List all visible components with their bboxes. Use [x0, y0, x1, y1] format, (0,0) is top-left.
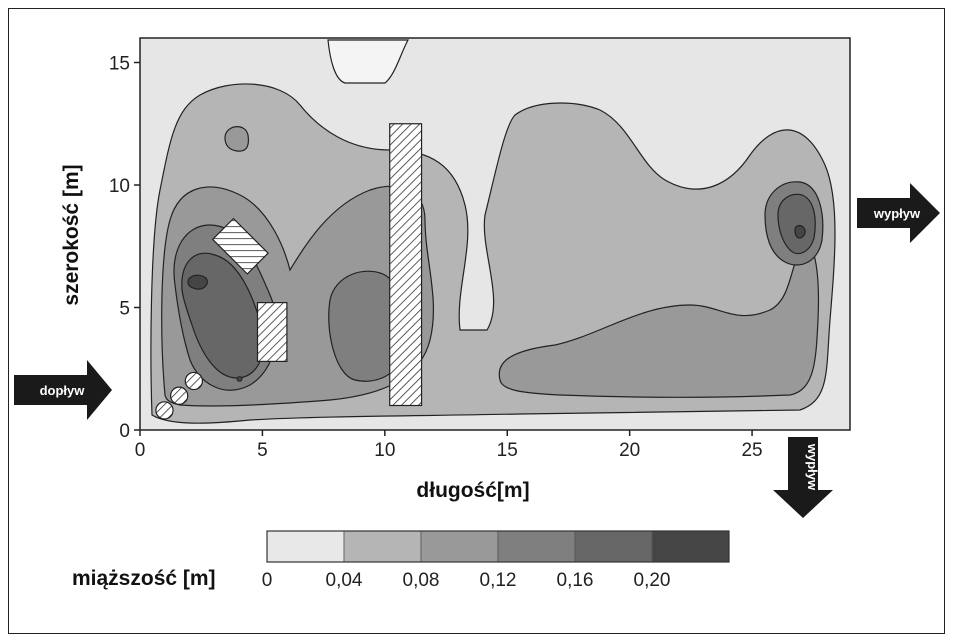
obstacle-rect [256, 302, 288, 363]
obstacles [155, 123, 423, 420]
obstacle-circle [184, 371, 204, 391]
x-tick-label: 15 [497, 440, 518, 461]
colorbar-label: 0,12 [480, 570, 517, 591]
colorbar-swatch [420, 530, 499, 563]
y-tick-label: 10 [109, 176, 130, 197]
contour-bands [150, 39, 836, 424]
outflow-bottom-label: wypływ [805, 443, 820, 491]
colorbar-outline [266, 530, 730, 563]
colorbar-label: 0 [262, 570, 273, 591]
contour-level-0-16-right [777, 193, 816, 255]
x-tick-label: 25 [741, 440, 762, 461]
outflow-right-label: wypływ [873, 206, 921, 221]
colorbar: 0 0,04 0,08 0,12 0,16 0,20 [262, 530, 730, 591]
colorbar-title: miąższość [m] [72, 567, 216, 590]
outflow-right-arrow: wypływ [857, 183, 940, 243]
colorbar-label: 0,08 [403, 570, 440, 591]
contour-level-0-20-right [794, 224, 806, 239]
y-axis-title: szerokość [m] [60, 164, 83, 305]
colorbar-swatch [343, 530, 422, 563]
y-tick-label: 15 [109, 54, 130, 75]
contour-level-0-20 [187, 274, 208, 290]
inflow-label: dopływ [40, 383, 86, 398]
colorbar-swatch [266, 530, 345, 563]
x-tick-label: 0 [135, 440, 146, 461]
colorbar-label: 0,04 [326, 570, 363, 591]
axes: 0 5 10 15 20 25 0 5 10 15 [109, 54, 763, 462]
x-tick-label: 20 [619, 440, 640, 461]
zero-thickness-notch [327, 39, 409, 84]
y-tick-label: 5 [119, 299, 130, 320]
colorbar-label: 0,16 [557, 570, 594, 591]
x-tick-label: 5 [257, 440, 268, 461]
y-tick-label: 0 [119, 421, 130, 442]
colorbar-swatch [651, 530, 730, 563]
colorbar-label: 0,20 [634, 570, 671, 591]
contour-level-0-08-small [224, 126, 250, 152]
obstacle-rotated-rect [211, 217, 269, 275]
obstacle-circle [155, 401, 174, 420]
x-tick-label: 10 [374, 440, 395, 461]
contour-level-0-20-small [236, 376, 243, 382]
x-axis-title: długość[m] [416, 479, 529, 502]
inflow-arrow: dopływ [14, 360, 112, 420]
obstacle-rect [389, 123, 423, 407]
colorbar-swatch [497, 530, 576, 563]
obstacle-circle [170, 386, 189, 405]
colorbar-swatch [574, 530, 653, 563]
outflow-bottom-arrow: wypływ [773, 437, 833, 518]
